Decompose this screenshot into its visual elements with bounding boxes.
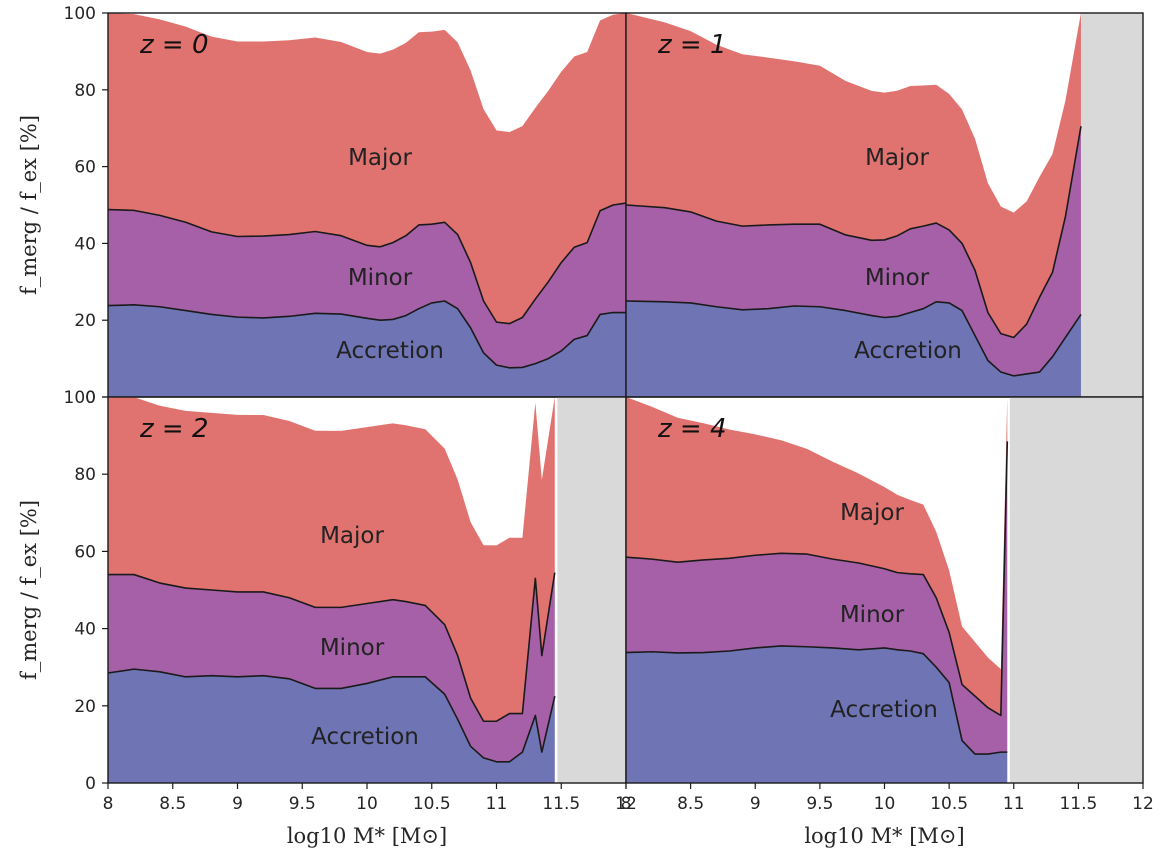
x-tick-label: 10 — [874, 794, 896, 814]
accretion-boundary-line — [107, 668, 556, 763]
major-area — [108, 397, 555, 722]
major-area — [108, 13, 626, 324]
minor-boundary-line — [625, 441, 1009, 717]
minor-label: Minor — [320, 635, 385, 661]
panel-label: z = 2 — [139, 414, 209, 444]
x-tick-label: 9.5 — [806, 794, 833, 814]
accretion-label: Accretion — [830, 697, 938, 723]
major-label: Major — [348, 145, 412, 171]
accretion-boundary-line — [625, 645, 1008, 755]
x-axis-label: log10 M* [M⊙] — [804, 824, 964, 848]
panel-label: z = 4 — [657, 414, 727, 444]
accretion-label: Accretion — [311, 724, 419, 750]
y-tick-label: 0 — [85, 774, 96, 794]
y-tick-label: 80 — [74, 465, 96, 485]
x-tick-label: 11.5 — [542, 794, 580, 814]
tick-labels: 8 8.5 9 9.5 10 10.5 11 11.5 128 8.5 9 9.5 10 10.5 11 11… — [64, 4, 1154, 814]
minor-boundary-line — [107, 202, 627, 325]
major-area — [626, 13, 1081, 338]
x-tick-label: 9 — [750, 794, 761, 814]
y-tick-label: 60 — [74, 158, 96, 178]
panel-z2: z = 2 Major Minor Accretion f_merg / f_e… — [17, 396, 627, 848]
x-tick-label: 11 — [1003, 794, 1025, 814]
x-axis-label: log10 M* [M⊙] — [287, 824, 447, 848]
accretion-label: Accretion — [336, 338, 444, 364]
accretion-label: Accretion — [854, 338, 962, 364]
panel-z0: z = 0 Major Minor Accretion f_merg / f_e… — [17, 12, 627, 398]
accretion-boundary-line — [625, 300, 1082, 377]
panel-z4: z = 4 Major Minor Accretion log10 M* [M⊙… — [625, 396, 1144, 848]
major-label: Major — [320, 523, 384, 549]
x-tick-label: 10.5 — [930, 794, 968, 814]
x-tick-label: 8 — [621, 794, 632, 814]
y-axis-label: f_merg / f_ex [%] — [17, 500, 41, 680]
x-tick-label: 11 — [486, 794, 508, 814]
major-label: Major — [840, 500, 904, 526]
accretion-area — [626, 645, 1008, 783]
y-tick-label: 100 — [64, 4, 96, 24]
y-tick-label: 40 — [74, 234, 96, 254]
minor-boundary-line — [625, 126, 1082, 339]
major-label: Major — [865, 145, 929, 171]
panel-label: z = 1 — [657, 30, 727, 60]
y-tick-label: 80 — [74, 81, 96, 101]
accretion-boundary-line — [107, 300, 626, 369]
excluded-region — [1009, 397, 1143, 783]
excluded-region — [557, 397, 626, 783]
x-tick-label: 9.5 — [289, 794, 316, 814]
minor-area — [108, 203, 626, 368]
x-tick-label: 8.5 — [159, 794, 186, 814]
minor-area — [626, 126, 1081, 376]
minor-label: Minor — [840, 602, 905, 628]
accretion-area — [626, 301, 1081, 397]
minor-label: Minor — [865, 265, 930, 291]
accretion-area — [108, 669, 555, 783]
minor-area — [108, 572, 555, 762]
x-tick-label: 10 — [356, 794, 378, 814]
x-tick-label: 11.5 — [1059, 794, 1097, 814]
x-tick-label: 12 — [615, 794, 637, 814]
minor-area — [626, 441, 1008, 755]
x-tick-label: 8 — [103, 794, 114, 814]
panel-label: z = 0 — [139, 30, 209, 60]
y-tick-label: 0 — [85, 388, 96, 408]
panel-z1: z = 1 Major Minor Accretion — [625, 12, 1144, 398]
y-tick-label: 20 — [74, 697, 96, 717]
y-tick-label: 40 — [74, 620, 96, 640]
major-area — [626, 397, 1008, 716]
x-tick-label: 10.5 — [413, 794, 451, 814]
x-tick-label: 12 — [1132, 794, 1154, 814]
excluded-region — [1080, 13, 1143, 397]
minor-label: Minor — [348, 265, 413, 291]
y-tick-label: 20 — [74, 311, 96, 331]
y-axis-label: f_merg / f_ex [%] — [17, 115, 41, 295]
y-tick-label: 100 — [64, 388, 96, 408]
x-tick-label: 9 — [232, 794, 243, 814]
x-tick-label: 8.5 — [677, 794, 704, 814]
y-tick-label: 60 — [74, 542, 96, 562]
accretion-area — [108, 301, 626, 397]
minor-boundary-line — [108, 572, 556, 723]
